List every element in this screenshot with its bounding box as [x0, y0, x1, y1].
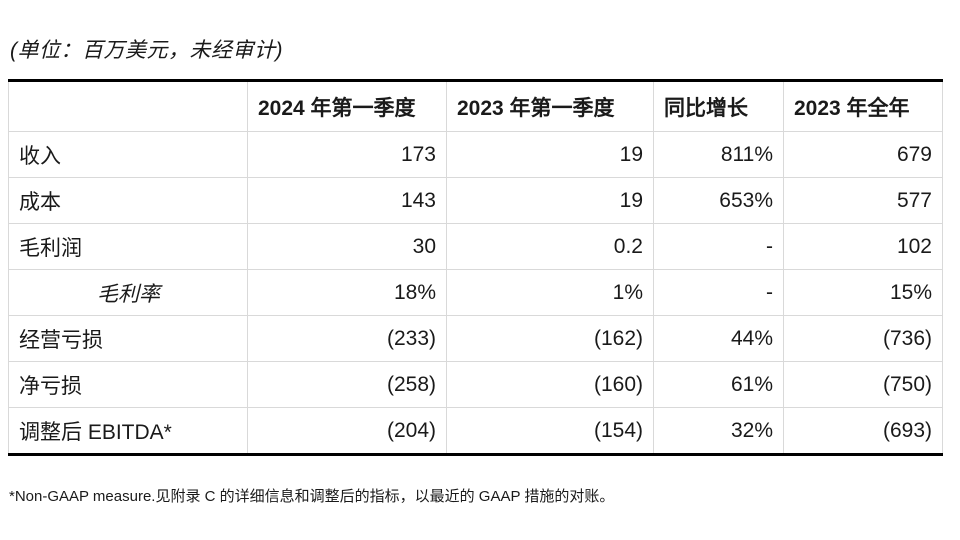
value-cell: 32% [653, 407, 784, 455]
value-cell: 19 [446, 177, 654, 224]
row-gross-profit: 毛利润 30 0.2 - 102 [8, 223, 943, 270]
financial-summary-table: 2024 年第一季度 2023 年第一季度 同比增长 2023 年全年 收入 1… [8, 79, 943, 456]
value-cell: 143 [247, 177, 447, 224]
value-cell: 679 [783, 131, 943, 178]
value-cell: (204) [247, 407, 447, 455]
value-cell: (160) [446, 361, 654, 408]
header-q1-2023: 2023 年第一季度 [446, 80, 654, 132]
header-q1-2024: 2024 年第一季度 [247, 80, 447, 132]
value-cell: 15% [783, 269, 943, 316]
non-gaap-footnote: *Non-GAAP measure.见附录 C 的详细信息和调整后的指标，以最近… [9, 488, 615, 505]
row-label: 毛利率 [8, 269, 248, 316]
value-cell: 173 [247, 131, 447, 178]
value-cell: 61% [653, 361, 784, 408]
value-cell: (736) [783, 315, 943, 362]
value-cell: 102 [783, 223, 943, 270]
row-label: 经营亏损 [8, 315, 248, 362]
value-cell: (162) [446, 315, 654, 362]
value-cell: - [653, 223, 784, 270]
header-fy-2023: 2023 年全年 [783, 80, 943, 132]
unit-note: (单位：百万美元，未经审计) [10, 39, 283, 62]
value-cell: (693) [783, 407, 943, 455]
row-label: 调整后 EBITDA* [8, 407, 248, 455]
header-empty [8, 80, 248, 132]
value-cell: 1% [446, 269, 654, 316]
row-label: 净亏损 [8, 361, 248, 408]
row-label: 毛利润 [8, 223, 248, 270]
header-yoy-growth: 同比增长 [653, 80, 784, 132]
value-cell: (258) [247, 361, 447, 408]
row-adjusted-ebitda: 调整后 EBITDA* (204) (154) 32% (693) [8, 407, 943, 455]
table-header-row: 2024 年第一季度 2023 年第一季度 同比增长 2023 年全年 [8, 80, 943, 132]
row-label: 收入 [8, 131, 248, 178]
value-cell: 0.2 [446, 223, 654, 270]
value-cell: 577 [783, 177, 943, 224]
value-cell: 30 [247, 223, 447, 270]
row-net-loss: 净亏损 (258) (160) 61% (750) [8, 361, 943, 408]
value-cell: 44% [653, 315, 784, 362]
value-cell: - [653, 269, 784, 316]
row-cost: 成本 143 19 653% 577 [8, 177, 943, 224]
value-cell: 653% [653, 177, 784, 224]
row-revenue: 收入 173 19 811% 679 [8, 131, 943, 178]
value-cell: 19 [446, 131, 654, 178]
value-cell: 18% [247, 269, 447, 316]
value-cell: (233) [247, 315, 447, 362]
value-cell: (750) [783, 361, 943, 408]
row-operating-loss: 经营亏损 (233) (162) 44% (736) [8, 315, 943, 362]
row-gross-margin: 毛利率 18% 1% - 15% [8, 269, 943, 316]
value-cell: (154) [446, 407, 654, 455]
value-cell: 811% [653, 131, 784, 178]
row-label: 成本 [8, 177, 248, 224]
